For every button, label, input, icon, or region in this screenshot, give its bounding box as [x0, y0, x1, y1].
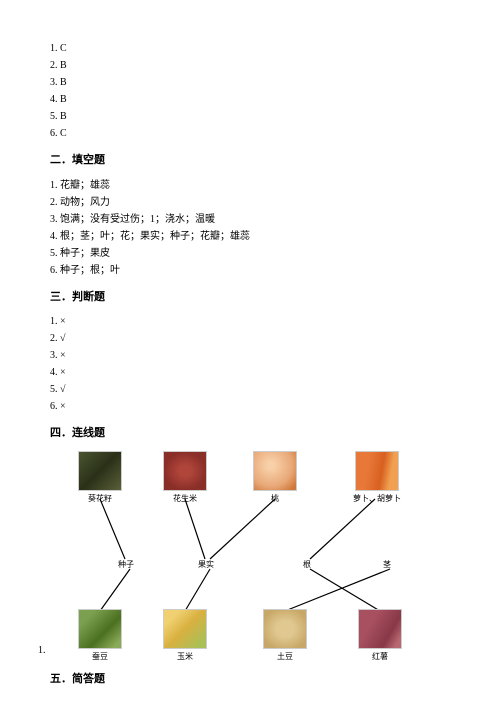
matching-diagram: 1. 葵花籽 花生米 桃 萝卜、胡萝卜 种子 果实 根 茎 蚕豆 玉米 土豆 红… [50, 451, 450, 661]
fill-item: 6. 种子；根；叶 [50, 263, 450, 279]
fill-item: 3. 饱满；没有受过伤；1；浇水；温暖 [50, 212, 450, 228]
item-peanut: 花生米 [163, 451, 207, 506]
judge-item: 2. √ [50, 331, 450, 347]
sunflower-label: 葵花籽 [78, 493, 122, 506]
mc-num: 5. [50, 111, 58, 122]
fill-answers: 1. 花瓣；雄蕊 2. 动物；风力 3. 饱满；没有受过伤；1；浇水；温暖 4.… [50, 178, 450, 279]
potato-image [263, 609, 307, 649]
judge-item: 4. × [50, 365, 450, 381]
peach-image [253, 451, 297, 491]
fill-item: 2. 动物；风力 [50, 195, 450, 211]
corn-image [163, 609, 207, 649]
cat-root: 根 [303, 559, 311, 572]
mc-item: 1. C [50, 41, 450, 57]
mc-item: 3. B [50, 75, 450, 91]
carrot-image [355, 451, 399, 491]
item-carrot: 萝卜、胡萝卜 [353, 451, 401, 506]
mc-num: 1. [50, 43, 58, 54]
mc-num: 2. [50, 60, 58, 71]
fill-item: 4. 根；茎；叶；花；果实；种子；花瓣；雄蕊 [50, 229, 450, 245]
mc-item: 2. B [50, 58, 450, 74]
mc-ans: B [60, 60, 67, 71]
judge-title: 三．判断题 [50, 289, 450, 307]
fill-item: 5. 种子；果皮 [50, 246, 450, 262]
mc-num: 4. [50, 94, 58, 105]
judge-item: 6. × [50, 399, 450, 415]
corn-label: 玉米 [163, 651, 207, 664]
potato-label: 土豆 [263, 651, 307, 664]
short-title: 五．简答题 [50, 671, 450, 689]
carrot-label: 萝卜、胡萝卜 [353, 493, 401, 506]
judge-item: 1. × [50, 314, 450, 330]
fill-title: 二．填空题 [50, 152, 450, 170]
sweetpotato-label: 红薯 [358, 651, 402, 664]
mc-item: 6. C [50, 126, 450, 142]
mc-item: 4. B [50, 92, 450, 108]
judge-answers: 1. × 2. √ 3. × 4. × 5. √ 6. × [50, 314, 450, 415]
fill-item: 1. 花瓣；雄蕊 [50, 178, 450, 194]
judge-item: 5. √ [50, 382, 450, 398]
line-qnum: 1. [38, 643, 46, 659]
sunflower-image [78, 451, 122, 491]
item-corn: 玉米 [163, 609, 207, 664]
mc-answers: 1. C 2. B 3. B 4. B 5. B 6. C [50, 41, 450, 142]
mc-ans: C [60, 128, 67, 139]
item-sunflower: 葵花籽 [78, 451, 122, 506]
peanut-image [163, 451, 207, 491]
mc-item: 5. B [50, 109, 450, 125]
cat-fruit: 果实 [198, 559, 214, 572]
mc-ans: C [60, 43, 67, 54]
peanut-label: 花生米 [163, 493, 207, 506]
cat-seed: 种子 [118, 559, 134, 572]
mc-ans: B [60, 94, 67, 105]
item-pea: 蚕豆 [78, 609, 122, 664]
cat-stem: 茎 [383, 559, 391, 572]
sweetpotato-image [358, 609, 402, 649]
mc-ans: B [60, 77, 67, 88]
item-sweetpotato: 红薯 [358, 609, 402, 664]
mc-num: 3. [50, 77, 58, 88]
mc-ans: B [60, 111, 67, 122]
item-potato: 土豆 [263, 609, 307, 664]
judge-item: 3. × [50, 348, 450, 364]
item-peach: 桃 [253, 451, 297, 506]
pea-image [78, 609, 122, 649]
line-title: 四．连线题 [50, 425, 450, 443]
peach-label: 桃 [253, 493, 297, 506]
mc-num: 6. [50, 128, 58, 139]
pea-label: 蚕豆 [78, 651, 122, 664]
